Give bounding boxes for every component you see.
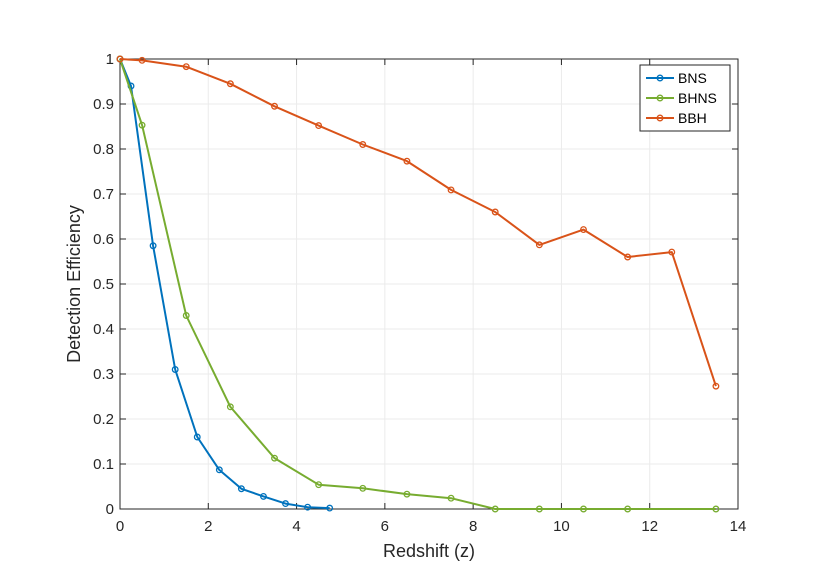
bbh-data-point [359, 141, 367, 148]
bns-data-point [215, 466, 223, 474]
bhns-data-point [712, 505, 720, 513]
bhns-legend-label: BHNS [678, 90, 717, 106]
x-tick-label: 14 [730, 518, 747, 535]
legend: BNS BHNS BBH [639, 64, 731, 132]
y-tick-label: 0 [106, 501, 114, 518]
x-tick-label: 2 [204, 518, 212, 535]
bbh-data-point [271, 102, 278, 110]
y-tick-label: 0.5 [93, 276, 114, 293]
bhns-series-line [119, 58, 716, 510]
bbh-series-line [119, 58, 717, 387]
bbh-data-point [116, 55, 124, 63]
grid [119, 58, 739, 510]
bbh-data-point [535, 241, 543, 249]
bbh-legend-label: BBH [678, 110, 707, 126]
bns-series-line [119, 58, 330, 510]
bns-data-point [326, 504, 334, 512]
bns-data-point [260, 492, 267, 500]
bbh-data-point [491, 208, 499, 216]
bhns-data-point [491, 505, 499, 513]
bbh-data-point [712, 382, 720, 390]
bns-data-point [237, 485, 245, 493]
y-tick-label: 0.3 [93, 366, 114, 383]
bbh-data-point [315, 122, 323, 130]
bhns-data-point [182, 312, 190, 319]
bbh-legend-marker [656, 114, 664, 122]
bhns-data-point [580, 505, 587, 513]
bhns-data-point [359, 484, 367, 492]
x-tick-label: 12 [641, 518, 658, 535]
y-tick-label: 0.4 [93, 321, 114, 338]
bns-data-point [171, 366, 179, 373]
bns-legend-label: BNS [678, 70, 707, 86]
x-tick-label: 10 [553, 518, 570, 535]
bns-data-point [304, 503, 312, 511]
bhns-data-point [315, 481, 323, 489]
bns-legend-marker [656, 74, 664, 82]
y-tick-label: 0.1 [93, 456, 114, 473]
bbh-data-point [182, 63, 190, 71]
x-tick-label: 8 [469, 518, 477, 535]
y-axis-label: Detection Efficiency [64, 205, 84, 363]
x-tick-label: 0 [116, 518, 124, 535]
bhns-legend-marker [656, 94, 664, 102]
bhns-data-point [138, 121, 146, 129]
y-tick-label: 0.7 [93, 186, 114, 203]
bbh-data-point [226, 80, 234, 88]
bbh-data-point [580, 226, 587, 233]
bbh-data-point [668, 248, 676, 256]
bhns-data-point [226, 403, 234, 411]
y-tick-label: 0.8 [93, 141, 114, 158]
bbh-data-point [138, 56, 146, 64]
axis-ticks: 0 2 4 6 8 10 12 14 0 0.1 0.2 0.3 0.4 0.5 0.6 0.7 0.8 0.9 1 [93, 51, 746, 535]
bhns-data-point [535, 505, 543, 513]
bbh-data-point [447, 186, 455, 194]
bhns-data-point [447, 494, 455, 502]
y-tick-label: 0.6 [93, 231, 114, 248]
bhns-data-point [624, 505, 632, 513]
y-tick-label: 1 [106, 51, 114, 68]
x-axis-label: Redshift (z) [383, 541, 475, 561]
bhns-data-point [403, 490, 411, 498]
bns-data-point [149, 242, 157, 250]
y-tick-label: 0.2 [93, 411, 114, 428]
bns-data-point [282, 500, 289, 508]
y-tick-label: 0.9 [93, 96, 114, 113]
x-tick-label: 6 [381, 518, 389, 535]
bbh-data-point [624, 253, 632, 261]
bbh-data-point [403, 157, 411, 165]
x-tick-label: 4 [292, 518, 300, 535]
bhns-data-point [271, 454, 278, 462]
series-lines [116, 55, 720, 513]
bns-data-point [193, 433, 201, 441]
